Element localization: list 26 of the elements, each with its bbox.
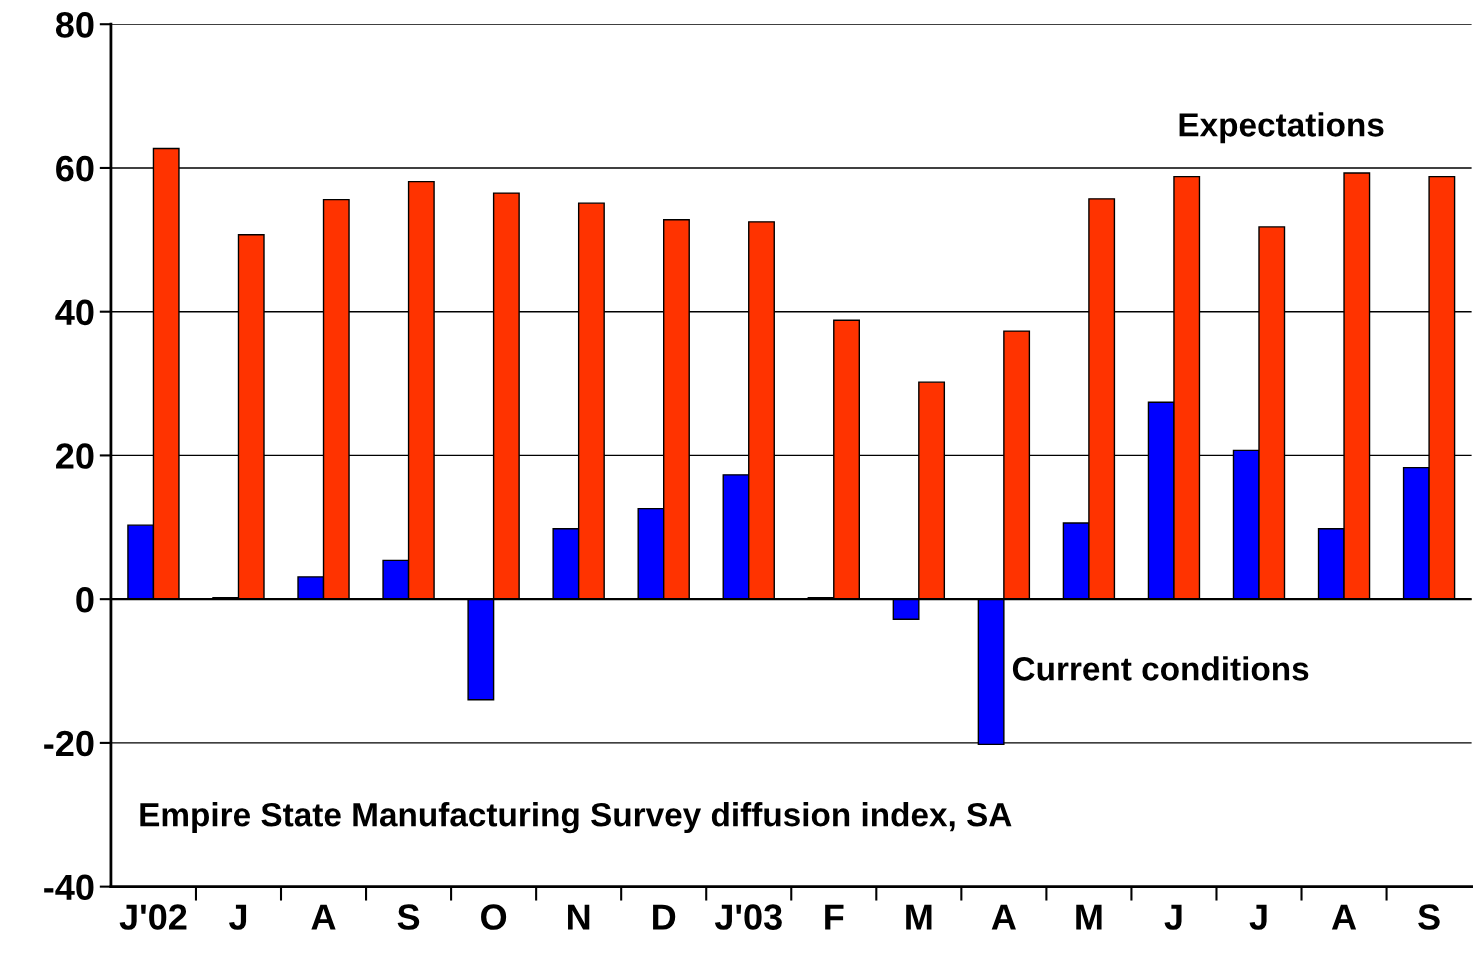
x-tick-label: D — [653, 904, 676, 930]
x-tick-label: S — [397, 904, 420, 930]
y-tick-label: 40 — [55, 299, 94, 326]
x-tick-label: S — [1418, 904, 1440, 930]
x-tick-label: J'03 — [714, 904, 782, 930]
y-tick-label: 20 — [56, 443, 94, 469]
text: Empire State Manufacturing Survey diffusion index, SA — [140, 802, 1012, 834]
x-tick-label: M — [906, 904, 932, 930]
series-label: Current conditions — [1012, 656, 1309, 681]
y-tick-label: 60 — [56, 155, 94, 182]
x-tick-label: N — [568, 904, 590, 930]
y-tick-label: -20 — [44, 730, 94, 757]
y-tick-label: -40 — [44, 874, 94, 901]
x-tick-label: A — [311, 904, 336, 930]
x-tick-label: M — [1076, 904, 1102, 930]
x-tick-label: J — [229, 904, 247, 930]
x-tick-label: J — [1249, 904, 1267, 930]
y-tick-label: 80 — [55, 12, 94, 38]
x-tick-label: F — [825, 904, 844, 930]
series-label: Expectations — [1179, 112, 1384, 144]
x-tick-label: A — [1331, 904, 1357, 930]
x-tick-label: O — [481, 904, 507, 930]
y-tick-label: 0 — [76, 587, 94, 613]
x-tick-label: J — [1164, 904, 1182, 930]
x-tick-label: A — [991, 904, 1016, 930]
x-tick-label: J'02 — [119, 904, 187, 930]
